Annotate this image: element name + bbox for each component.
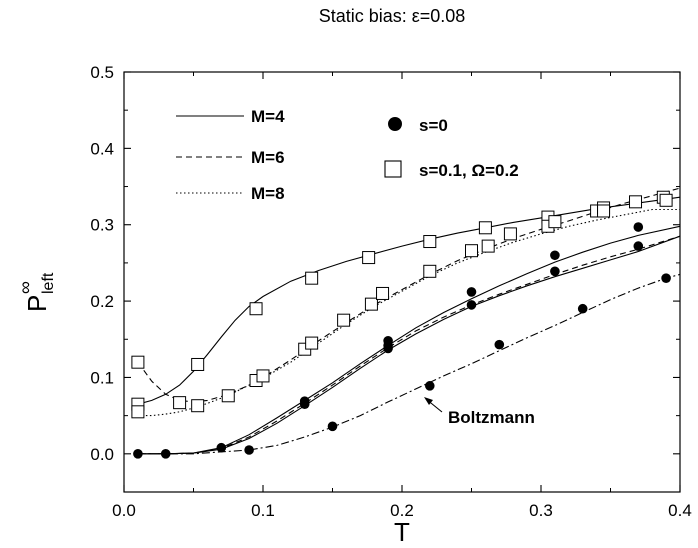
- markers: [131, 190, 673, 459]
- legend-lines: M=4 M=6 M=8: [176, 107, 285, 203]
- open-square-point: [362, 251, 376, 265]
- y-axis-title-main: P: [22, 295, 52, 312]
- filled-circle-point: [577, 303, 588, 314]
- filled-circle-point: [633, 222, 644, 232]
- open-square-point: [191, 357, 205, 371]
- legend-label-s0: s=0: [419, 116, 448, 135]
- filled-circle-point: [327, 421, 338, 432]
- legend-marker-open-square: [384, 160, 402, 178]
- x-tick-label: 0.4: [668, 501, 692, 520]
- open-square-point: [337, 313, 351, 327]
- filled-circle-point: [550, 266, 560, 277]
- x-tick-label: 0.2: [390, 501, 414, 520]
- y-axis-title-sup: ∞: [15, 281, 35, 294]
- open-square-point: [376, 286, 390, 300]
- y-tick-label: 0.5: [90, 63, 114, 82]
- x-tick-label: 0.3: [529, 501, 553, 520]
- series-line-dashed: [137, 235, 681, 455]
- legend-label-m6: M=6: [251, 148, 285, 167]
- open-square-point: [305, 271, 319, 285]
- annotation-arrow-head: [424, 397, 433, 405]
- y-axis-title: P ∞ left: [15, 272, 57, 312]
- filled-circle-point: [299, 399, 310, 409]
- open-square-point: [131, 355, 145, 369]
- open-square-point: [173, 396, 187, 410]
- chart-title: Static bias: ε=0.08: [319, 6, 466, 26]
- y-tick-label: 0.4: [90, 139, 114, 158]
- open-square-point: [629, 195, 643, 209]
- open-square-point: [503, 227, 517, 241]
- open-square-point: [548, 215, 562, 229]
- open-square-point: [249, 302, 263, 316]
- series-line-dashdot: [137, 273, 681, 455]
- filled-circle-point: [383, 343, 393, 354]
- legend-label-s01: s=0.1, Ω=0.2: [419, 161, 519, 180]
- y-axis-title-sub: left: [40, 272, 57, 294]
- open-square-point: [191, 399, 205, 413]
- open-square-point: [131, 405, 145, 419]
- series-line-solid: [137, 235, 681, 455]
- y-tick-label: 0.2: [90, 292, 114, 311]
- filled-circle-point: [244, 445, 254, 455]
- filled-circle-point: [633, 241, 644, 251]
- x-axis: 0.0 0.1 0.2 0.3 0.4: [112, 72, 692, 520]
- filled-circle-point: [661, 273, 671, 283]
- filled-circle-point: [494, 339, 505, 350]
- open-square-point: [423, 235, 437, 249]
- filled-circle-point: [466, 287, 477, 297]
- filled-circle-point: [466, 300, 477, 310]
- open-square-point: [481, 239, 495, 253]
- legend-label-m8: M=8: [251, 184, 285, 203]
- legend-markers: s=0 s=0.1, Ω=0.2: [384, 116, 519, 180]
- series-line-dashed: [137, 187, 681, 403]
- open-square-point: [364, 297, 378, 311]
- y-tick-label: 0.3: [90, 216, 114, 235]
- filled-circle-point: [216, 442, 227, 453]
- open-square-point: [465, 244, 478, 258]
- x-axis-title: T: [394, 517, 410, 547]
- boltzmann-annotation: Boltzmann: [424, 397, 535, 427]
- open-square-point: [478, 221, 492, 235]
- open-square-point: [423, 264, 437, 278]
- open-square-point: [221, 389, 235, 403]
- y-tick-label: 0.1: [90, 368, 114, 387]
- series-line-solid: [137, 196, 681, 405]
- filled-circle-point: [160, 449, 171, 459]
- plot-frame: [123, 71, 681, 493]
- filled-circle-point: [550, 250, 560, 261]
- y-axis: 0.0 0.1 0.2 0.3 0.4 0.5: [90, 63, 680, 493]
- curves: [137, 187, 681, 455]
- legend-label-m4: M=4: [251, 107, 285, 126]
- y-tick-label: 0.0: [90, 445, 114, 464]
- x-tick-label: 0.1: [251, 501, 275, 520]
- open-square-point: [659, 193, 673, 207]
- series-line-dotted: [137, 208, 680, 417]
- open-square-point: [597, 204, 611, 218]
- series-line-solid: [137, 225, 681, 455]
- filled-circle-point: [133, 449, 143, 459]
- filled-circle-point: [425, 381, 435, 391]
- annotation-boltzmann: Boltzmann: [448, 408, 535, 427]
- x-tick-label: 0.0: [112, 501, 136, 520]
- legend-marker-filled-circle: [388, 117, 402, 131]
- open-square-point: [256, 369, 270, 383]
- open-square-point: [305, 336, 319, 350]
